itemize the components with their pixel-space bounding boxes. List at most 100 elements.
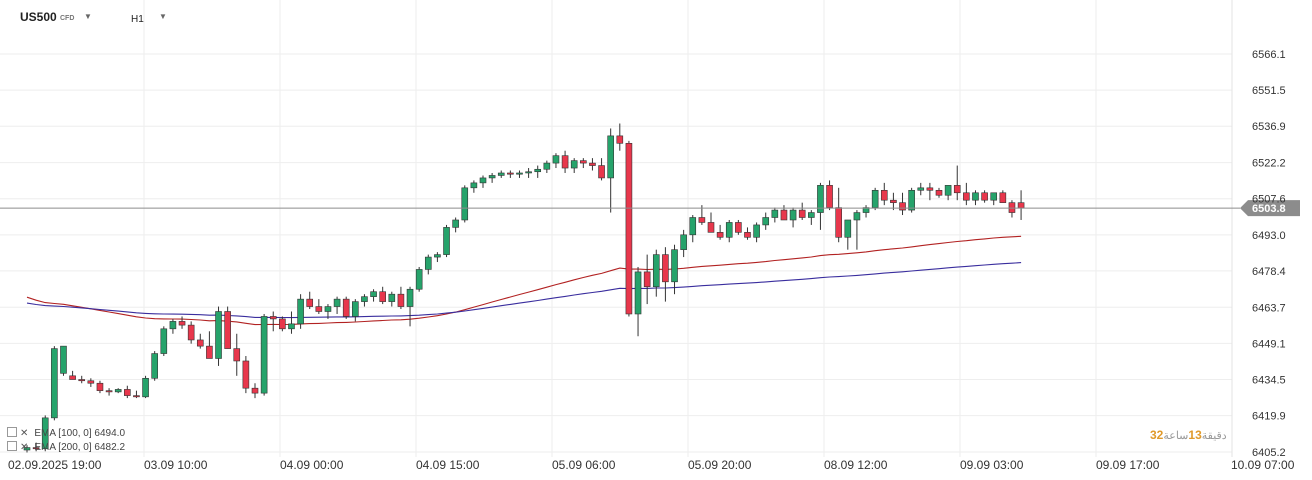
candle — [725, 219, 733, 243]
candle — [169, 318, 177, 334]
x-tick-label: 08.09 12:00 — [824, 458, 888, 472]
candle — [488, 172, 496, 183]
candle-body — [69, 375, 76, 380]
indicator-ema-200[interactable]: ✕ EMA [200, 0] 6482.2 — [7, 441, 125, 453]
candle — [224, 306, 231, 349]
candle-body — [269, 316, 277, 320]
candle — [142, 375, 149, 399]
candle — [187, 321, 195, 344]
symbol-dropdown-icon[interactable]: ▼ — [84, 12, 92, 21]
symbol-name[interactable]: US500 — [20, 10, 57, 24]
candle — [324, 304, 332, 319]
candle — [23, 445, 31, 453]
candle — [306, 291, 314, 310]
indicator-ema-100[interactable]: ✕ EMA [100, 0] 6494.0 — [7, 427, 125, 439]
candle — [151, 351, 158, 381]
candle-body — [324, 306, 332, 312]
candle — [315, 299, 323, 314]
candle — [424, 254, 432, 275]
candle-body — [215, 311, 222, 359]
candle-body — [643, 271, 651, 288]
candle-body — [516, 172, 523, 175]
indicator-settings-icon[interactable] — [7, 441, 17, 451]
candle-body — [780, 209, 788, 221]
candle — [835, 187, 842, 243]
candle-body — [953, 185, 961, 194]
candle — [680, 229, 687, 258]
candle — [689, 215, 697, 243]
candle-body — [880, 189, 888, 201]
current-price-line: 6503.8 — [0, 200, 1300, 217]
indicator-settings-icon[interactable] — [7, 427, 17, 437]
candle-body — [552, 155, 560, 164]
candle — [543, 160, 551, 173]
candle — [242, 356, 250, 394]
ema-100-line — [26, 235, 1022, 326]
candle — [899, 192, 906, 216]
candle — [361, 294, 368, 307]
candle — [1008, 200, 1016, 218]
x-tick-label: 04.09 00:00 — [280, 458, 344, 472]
candle-body — [23, 447, 31, 451]
candle-body — [616, 135, 624, 144]
candle-body — [634, 271, 642, 315]
candle — [999, 190, 1007, 203]
candle-body — [662, 254, 669, 283]
candle-body — [826, 185, 833, 208]
candle-body — [689, 217, 697, 236]
candle — [580, 158, 587, 169]
candle — [114, 388, 122, 394]
x-tick-label: 09.09 03:00 — [960, 458, 1024, 472]
candle-body — [808, 212, 815, 218]
y-tick-label: 6522.2 — [1252, 158, 1286, 170]
close-icon[interactable]: ✕ — [20, 428, 29, 439]
candle — [744, 227, 751, 240]
candle — [32, 442, 40, 452]
candle-body — [187, 324, 195, 341]
candle-body — [479, 177, 487, 184]
candle — [60, 345, 67, 376]
countdown-hours: 13 — [1188, 428, 1202, 442]
timeframe-dropdown-icon[interactable]: ▼ — [159, 12, 167, 21]
candle — [643, 254, 651, 305]
candle — [406, 286, 414, 327]
candle — [789, 207, 797, 228]
time-axis[interactable]: 02.09.2025 19:00 03.09 10:00 04.09 00:00 04… — [8, 458, 1295, 472]
timeframe-selector[interactable]: H1 — [131, 14, 144, 25]
candle-body — [671, 249, 678, 283]
candle-body — [543, 162, 551, 170]
y-tick-label: 6493.0 — [1252, 230, 1286, 242]
candle-body — [178, 321, 186, 326]
candle — [817, 182, 824, 230]
candle — [953, 165, 961, 201]
candle — [233, 333, 241, 376]
candle-body — [817, 185, 824, 213]
candle — [862, 205, 870, 218]
candle-body — [114, 389, 122, 393]
candle-body — [497, 172, 505, 176]
candle-body — [725, 222, 733, 238]
y-tick-label: 6507.6 — [1252, 194, 1286, 206]
candle — [160, 326, 168, 357]
price-axis[interactable]: 6566.1 6551.5 6536.9 6522.2 6507.6 6493.0 6478… — [1252, 49, 1286, 459]
y-tick-label: 6478.4 — [1252, 266, 1286, 278]
candle-body — [844, 219, 852, 238]
indicator-label: EMA [100, 0] 6494.0 — [34, 428, 126, 439]
candle-body — [424, 256, 432, 270]
candle-body — [890, 199, 897, 203]
candle — [87, 378, 95, 387]
candle-body — [60, 345, 67, 374]
close-icon[interactable]: ✕ — [20, 442, 29, 453]
candle — [206, 331, 213, 359]
candle — [352, 299, 359, 322]
candle-countdown: 32 دقيقة13ساعة — [1150, 428, 1227, 442]
candle — [908, 187, 915, 213]
candle-body — [96, 382, 104, 391]
candle-body — [525, 171, 532, 174]
candle — [342, 296, 350, 319]
candle — [598, 158, 605, 181]
candle — [981, 190, 988, 203]
candle — [552, 153, 560, 169]
current-price-label: 6503.8 — [1252, 203, 1286, 215]
